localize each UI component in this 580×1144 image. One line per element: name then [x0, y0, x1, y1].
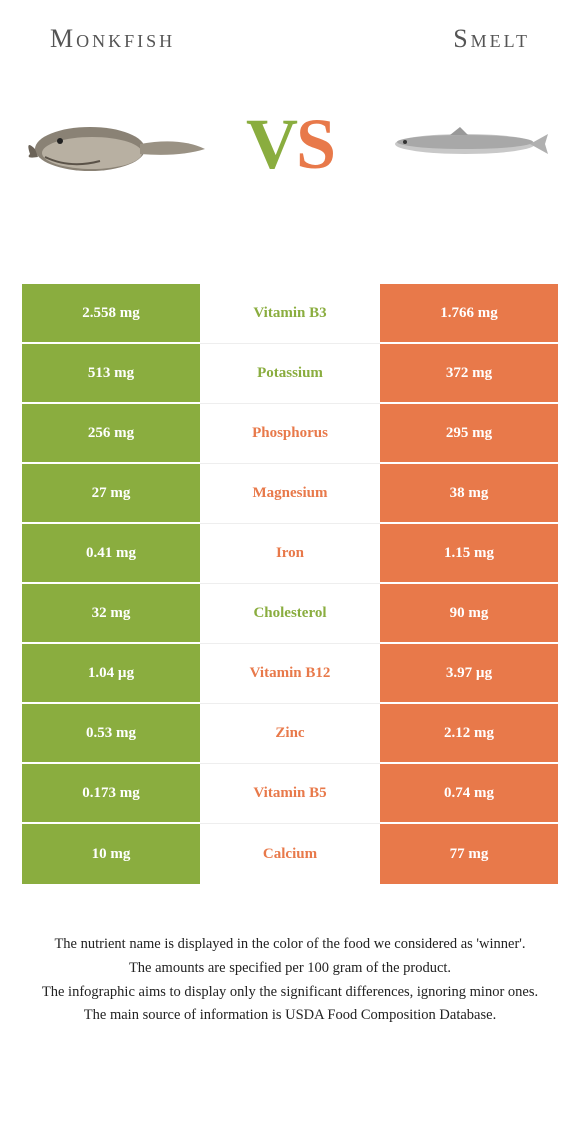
- table-row: 0.173 mgVitamin B50.74 mg: [22, 764, 558, 824]
- footer-line-4: The main source of information is USDA F…: [30, 1005, 550, 1027]
- footer-notes: The nutrient name is displayed in the co…: [30, 934, 550, 1027]
- table-row: 0.53 mgZinc2.12 mg: [22, 704, 558, 764]
- value-right: 38 mg: [380, 464, 558, 524]
- title-left: Monkfish: [50, 24, 175, 54]
- value-right: 77 mg: [380, 824, 558, 884]
- value-right: 295 mg: [380, 404, 558, 464]
- table-row: 27 mgMagnesium38 mg: [22, 464, 558, 524]
- vs-s: S: [296, 104, 334, 184]
- table-row: 513 mgPotassium372 mg: [22, 344, 558, 404]
- value-left: 0.53 mg: [22, 704, 200, 764]
- nutrient-name: Vitamin B3: [200, 284, 380, 344]
- nutrient-name: Phosphorus: [200, 404, 380, 464]
- value-right: 0.74 mg: [380, 764, 558, 824]
- footer-line-2: The amounts are specified per 100 gram o…: [30, 958, 550, 980]
- monkfish-image: [20, 99, 210, 189]
- smelt-image: [370, 119, 560, 169]
- value-left: 513 mg: [22, 344, 200, 404]
- vs-v: V: [246, 104, 296, 184]
- table-row: 1.04 µgVitamin B123.97 µg: [22, 644, 558, 704]
- value-right: 2.12 mg: [380, 704, 558, 764]
- value-left: 32 mg: [22, 584, 200, 644]
- nutrient-name: Zinc: [200, 704, 380, 764]
- nutrient-name: Magnesium: [200, 464, 380, 524]
- nutrient-name: Iron: [200, 524, 380, 584]
- value-left: 0.173 mg: [22, 764, 200, 824]
- nutrient-name: Vitamin B12: [200, 644, 380, 704]
- vs-label: VS: [246, 103, 334, 186]
- value-left: 256 mg: [22, 404, 200, 464]
- value-left: 1.04 µg: [22, 644, 200, 704]
- value-left: 2.558 mg: [22, 284, 200, 344]
- value-right: 90 mg: [380, 584, 558, 644]
- value-right: 3.97 µg: [380, 644, 558, 704]
- footer-line-1: The nutrient name is displayed in the co…: [30, 934, 550, 956]
- table-row: 0.41 mgIron1.15 mg: [22, 524, 558, 584]
- footer-line-3: The infographic aims to display only the…: [30, 982, 550, 1004]
- table-row: 32 mgCholesterol90 mg: [22, 584, 558, 644]
- header: Monkfish Smelt: [0, 0, 580, 64]
- table-row: 10 mgCalcium77 mg: [22, 824, 558, 884]
- nutrient-name: Potassium: [200, 344, 380, 404]
- value-left: 10 mg: [22, 824, 200, 884]
- title-right: Smelt: [453, 24, 530, 54]
- nutrient-name: Cholesterol: [200, 584, 380, 644]
- hero-row: VS: [0, 64, 580, 244]
- comparison-table: 2.558 mgVitamin B31.766 mg513 mgPotassiu…: [22, 284, 558, 884]
- nutrient-name: Calcium: [200, 824, 380, 884]
- nutrient-name: Vitamin B5: [200, 764, 380, 824]
- value-left: 27 mg: [22, 464, 200, 524]
- value-right: 1.766 mg: [380, 284, 558, 344]
- table-row: 2.558 mgVitamin B31.766 mg: [22, 284, 558, 344]
- value-right: 1.15 mg: [380, 524, 558, 584]
- value-left: 0.41 mg: [22, 524, 200, 584]
- value-right: 372 mg: [380, 344, 558, 404]
- table-row: 256 mgPhosphorus295 mg: [22, 404, 558, 464]
